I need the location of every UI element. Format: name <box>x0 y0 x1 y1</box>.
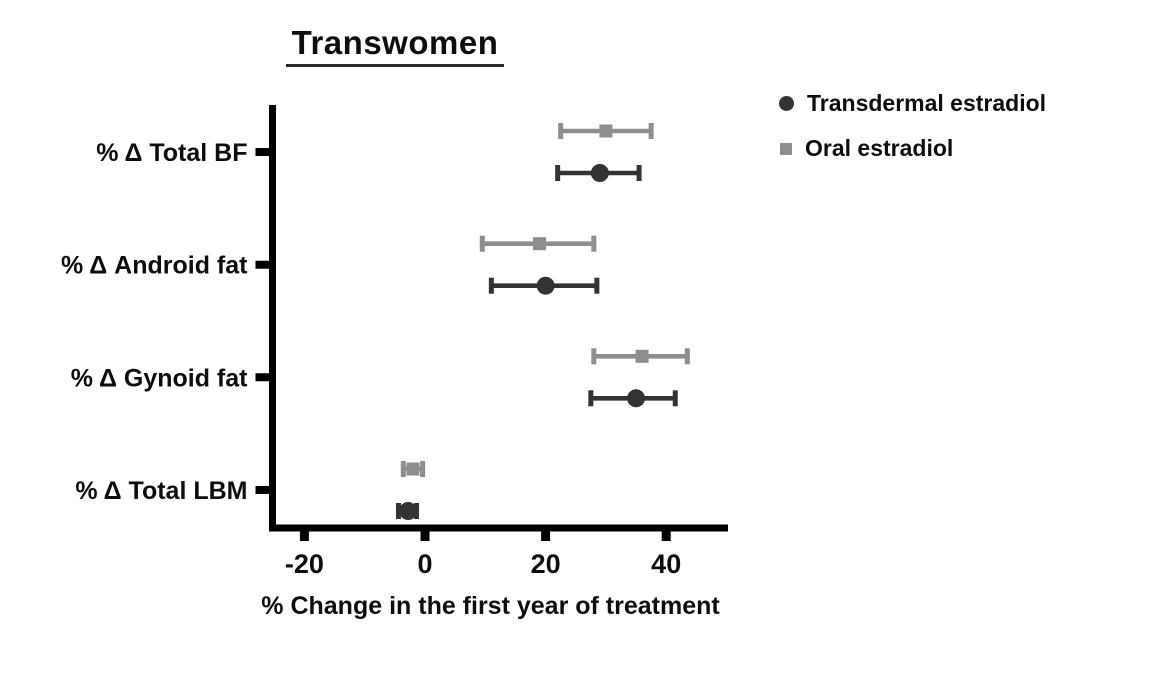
marker-square <box>599 124 613 138</box>
x-tick-label: 40 <box>651 549 681 579</box>
marker-square <box>635 349 649 363</box>
title-wrap: Transwomen <box>230 24 560 67</box>
legend-label-transdermal: Transdermal estradiol <box>807 90 1047 116</box>
x-tick-label: -20 <box>285 549 324 579</box>
category-label: % Δ Total LBM <box>75 477 247 505</box>
category-label: % Δ Android fat <box>61 252 248 280</box>
marker-square <box>406 462 420 476</box>
marker-circle <box>536 276 555 295</box>
x-axis-label: % Change in the first year of treatment <box>261 592 720 620</box>
legend-item-transdermal: Transdermal estradiol <box>779 88 1046 119</box>
category-label: % Δ Gynoid fat <box>71 364 248 392</box>
marker-circle <box>627 389 646 408</box>
marker-square <box>533 237 547 251</box>
legend-label-oral: Oral estradiol <box>805 135 954 161</box>
transdermal-circle-marker-icon <box>779 96 794 111</box>
x-tick-label: 20 <box>531 549 561 579</box>
chart-title: Transwomen <box>285 24 505 67</box>
x-tick-label: 0 <box>417 549 432 579</box>
oral-square-marker-icon <box>780 142 792 155</box>
marker-circle <box>399 502 418 520</box>
marker-circle <box>590 164 609 182</box>
legend: Transdermal estradiol Oral estradiol <box>779 88 1046 178</box>
legend-item-oral: Oral estradiol <box>779 133 1046 164</box>
category-label: % Δ Total BF <box>96 139 247 167</box>
